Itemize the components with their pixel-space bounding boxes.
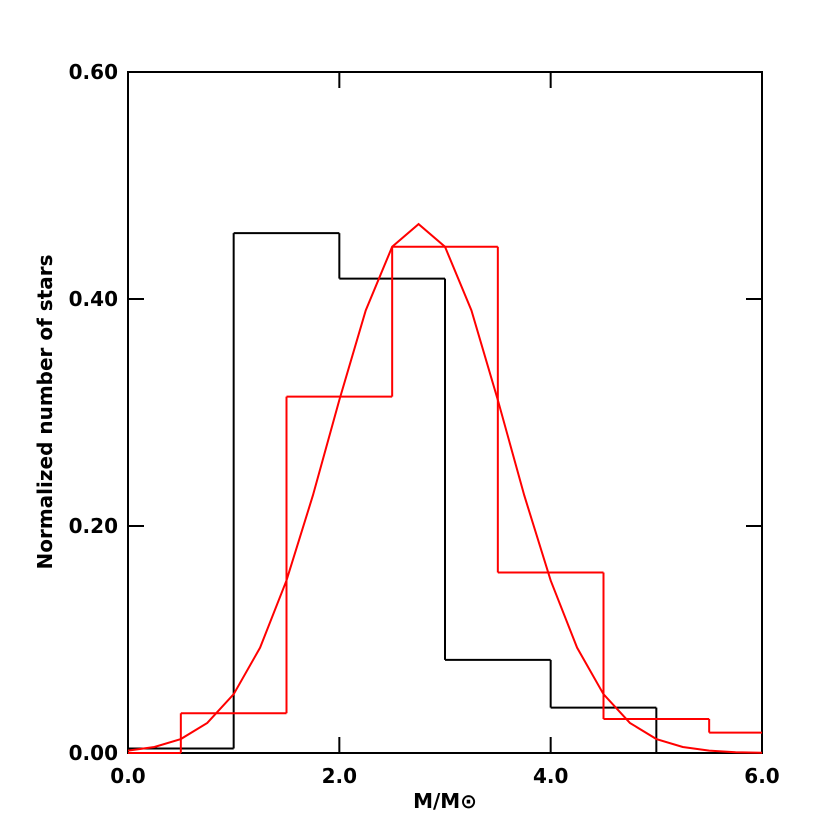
x-axis-label: M/M⊙ bbox=[413, 789, 477, 813]
y-tick-label: 0.00 bbox=[69, 741, 118, 765]
y-tick-label: 0.20 bbox=[69, 514, 118, 538]
y-tick-label: 0.40 bbox=[69, 287, 118, 311]
x-tick-label: 6.0 bbox=[744, 764, 779, 788]
fit-curve bbox=[127, 222, 763, 754]
y-tick-label: 0.60 bbox=[69, 60, 118, 84]
plot-frame bbox=[127, 71, 763, 754]
x-tick-label: 0.0 bbox=[110, 764, 145, 788]
y-axis-label: Normalized number of stars bbox=[33, 254, 57, 569]
x-tick-label: 4.0 bbox=[533, 764, 568, 788]
x-tick-label: 2.0 bbox=[322, 764, 357, 788]
